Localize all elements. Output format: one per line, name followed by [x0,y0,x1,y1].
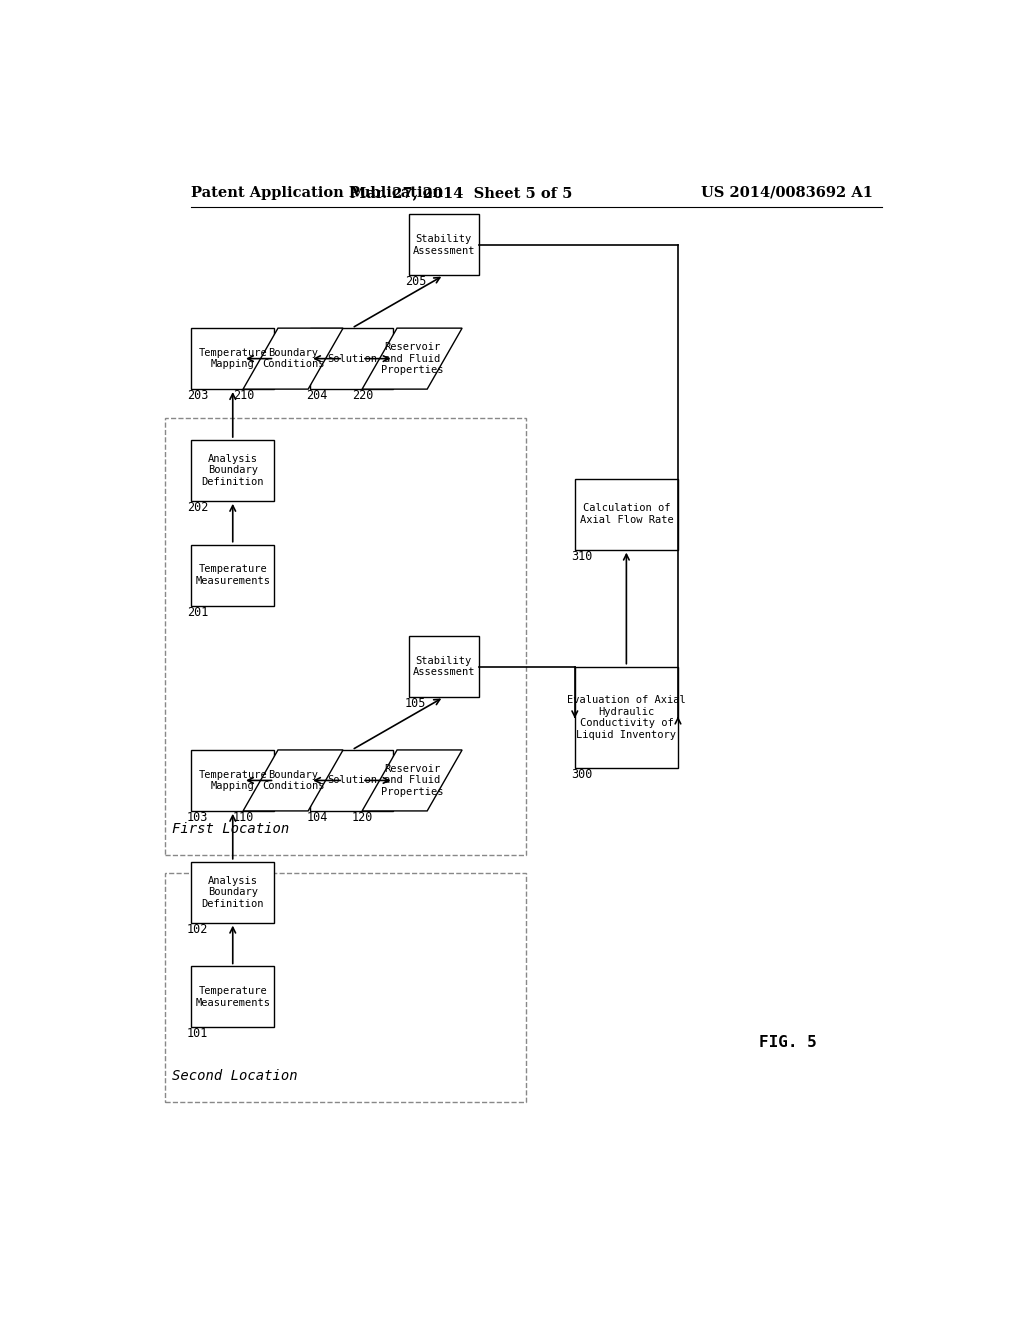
Text: 104: 104 [306,810,328,824]
Text: Stability
Assessment: Stability Assessment [413,656,475,677]
Text: 300: 300 [570,768,592,781]
Text: Temperature
Mapping: Temperature Mapping [199,770,267,791]
Polygon shape [243,329,343,389]
FancyBboxPatch shape [191,966,274,1027]
Text: 103: 103 [187,810,209,824]
Text: 204: 204 [306,389,328,403]
Text: 102: 102 [187,923,209,936]
Text: 101: 101 [187,1027,209,1040]
Text: First Location: First Location [172,822,290,837]
Text: 220: 220 [352,389,373,403]
Text: Mar. 27, 2014  Sheet 5 of 5: Mar. 27, 2014 Sheet 5 of 5 [350,186,572,199]
FancyBboxPatch shape [191,750,274,810]
Text: 202: 202 [187,500,209,513]
FancyBboxPatch shape [310,329,393,389]
Text: Boundary
Conditions: Boundary Conditions [262,770,325,791]
Polygon shape [243,750,343,810]
Text: 105: 105 [404,697,426,710]
Text: Evaluation of Axial
Hydraulic
Conductivity of
Liquid Inventory: Evaluation of Axial Hydraulic Conductivi… [567,696,686,739]
Text: Boundary
Conditions: Boundary Conditions [262,348,325,370]
Text: Analysis
Boundary
Definition: Analysis Boundary Definition [202,454,264,487]
Text: US 2014/0083692 A1: US 2014/0083692 A1 [700,186,872,199]
FancyBboxPatch shape [409,636,479,697]
FancyBboxPatch shape [310,750,393,810]
Text: Reservoir
and Fluid
Properties: Reservoir and Fluid Properties [381,764,443,797]
Text: Patent Application Publication: Patent Application Publication [191,186,443,199]
FancyBboxPatch shape [191,545,274,606]
Text: 201: 201 [187,606,209,619]
FancyBboxPatch shape [574,479,678,549]
Text: 120: 120 [352,810,373,824]
Text: 310: 310 [570,549,592,562]
Text: Reservoir
and Fluid
Properties: Reservoir and Fluid Properties [381,342,443,375]
FancyBboxPatch shape [409,214,479,276]
Text: 210: 210 [232,389,254,403]
Text: Temperature
Measurements: Temperature Measurements [196,565,270,586]
FancyBboxPatch shape [191,329,274,389]
Text: Stability
Assessment: Stability Assessment [413,234,475,256]
Polygon shape [362,750,462,810]
Text: 110: 110 [232,810,254,824]
Text: Second Location: Second Location [172,1069,298,1084]
Text: FIG. 5: FIG. 5 [759,1035,817,1051]
FancyBboxPatch shape [191,862,274,923]
FancyBboxPatch shape [191,440,274,500]
Text: Temperature
Measurements: Temperature Measurements [196,986,270,1007]
Text: 203: 203 [187,389,209,403]
Text: Analysis
Boundary
Definition: Analysis Boundary Definition [202,875,264,909]
FancyBboxPatch shape [574,667,678,768]
Polygon shape [362,329,462,389]
Text: Solution: Solution [327,775,377,785]
Text: 205: 205 [404,276,426,288]
Text: Calculation of
Axial Flow Rate: Calculation of Axial Flow Rate [580,503,673,525]
Text: Solution: Solution [327,354,377,363]
Text: Temperature
Mapping: Temperature Mapping [199,348,267,370]
